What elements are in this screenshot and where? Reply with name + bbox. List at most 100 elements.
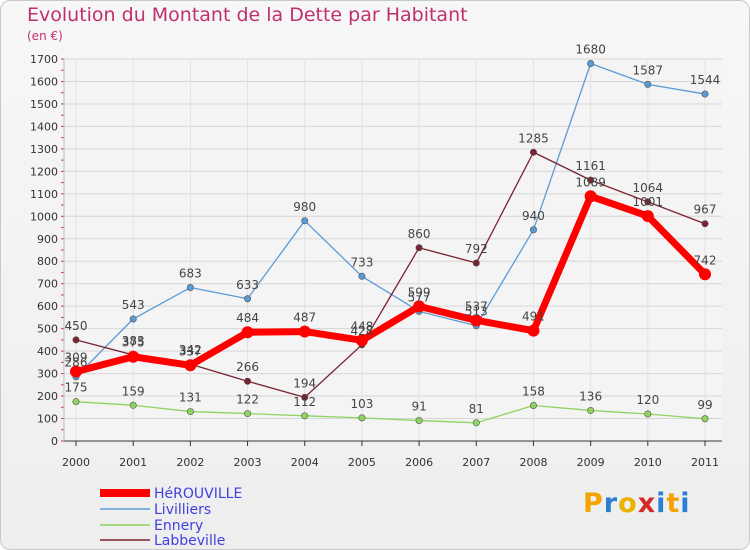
y-tick-label: 0 (51, 435, 58, 448)
data-point (241, 326, 254, 339)
data-label: 428 (350, 324, 373, 338)
data-label: 860 (408, 227, 431, 241)
plot-area (64, 59, 722, 441)
data-label: 537 (465, 299, 488, 313)
x-tick-label: 2001 (119, 456, 147, 469)
legend-label: Ennery (154, 518, 203, 534)
data-point (470, 314, 483, 327)
data-point (244, 410, 252, 418)
data-point (244, 295, 252, 303)
data-point (70, 365, 82, 378)
data-point (584, 190, 597, 203)
data-point (641, 210, 654, 223)
data-label: 967 (694, 203, 717, 217)
proxiti-logo: Proxiti (583, 488, 691, 519)
data-label: 543 (122, 298, 145, 312)
data-label: 194 (293, 376, 316, 390)
data-label: 1064 (633, 181, 664, 195)
data-label: 1587 (633, 63, 664, 77)
data-label: 577 (408, 290, 431, 304)
data-label: 136 (579, 389, 602, 403)
legend-label: Labbeville (154, 533, 225, 549)
y-tick-label: 1400 (30, 120, 58, 133)
x-tick-label: 2005 (348, 456, 376, 469)
data-label: 980 (293, 200, 316, 214)
data-label: 337 (179, 344, 202, 358)
data-label: 450 (65, 319, 88, 333)
y-tick-label: 1700 (30, 53, 58, 66)
data-label: 120 (636, 393, 659, 407)
data-point (413, 300, 426, 313)
data-label: 342 (179, 343, 202, 357)
data-label: 122 (236, 393, 259, 407)
logo-letter: o (618, 488, 638, 519)
y-tick-label: 300 (37, 368, 58, 381)
data-label: 1680 (575, 42, 606, 56)
series-line-ennery (75, 401, 706, 424)
data-point (701, 415, 709, 423)
data-point (298, 325, 311, 338)
y-tick-label: 800 (37, 255, 58, 268)
data-label: 792 (465, 242, 488, 256)
data-point (527, 324, 540, 337)
data-label: 599 (408, 285, 431, 299)
data-label: 448 (350, 319, 373, 333)
x-tick-label: 2011 (691, 456, 719, 469)
chart-unit: (en €) (27, 29, 63, 43)
data-point (415, 417, 423, 425)
data-label: 513 (465, 305, 488, 319)
chart-title: Evolution du Montant de la Dette par Hab… (27, 4, 468, 26)
logo-letter: i (680, 488, 691, 519)
data-label: 683 (179, 267, 202, 281)
data-label: 286 (65, 356, 88, 370)
data-point (472, 419, 480, 427)
data-point (415, 244, 423, 252)
y-tick-label: 100 (37, 413, 58, 426)
logo-letter: r (603, 488, 619, 519)
y-tick-label: 1300 (30, 143, 58, 156)
data-point (301, 393, 309, 401)
logo-letter: t (666, 488, 681, 519)
data-point (301, 217, 309, 225)
data-point (701, 220, 709, 228)
data-label: 383 (122, 334, 145, 348)
y-tick-label: 400 (37, 345, 58, 358)
y-tick-label: 600 (37, 300, 58, 313)
data-label: 159 (122, 384, 145, 398)
data-label: 940 (522, 209, 545, 223)
data-point (186, 284, 194, 292)
y-tick-label: 1100 (30, 188, 58, 201)
data-point (72, 336, 80, 344)
y-tick-label: 1600 (30, 75, 58, 88)
data-label: 375 (122, 336, 145, 350)
data-label: 1001 (633, 195, 664, 209)
series-line-livilliers (75, 62, 706, 378)
data-label: 131 (179, 391, 202, 405)
data-point (186, 408, 194, 416)
data-label: 81 (469, 402, 484, 416)
data-point (301, 412, 309, 420)
data-label: 91 (411, 400, 426, 414)
y-tick-label: 1200 (30, 165, 58, 178)
x-tick-label: 2009 (577, 456, 605, 469)
data-point (244, 377, 252, 385)
y-tick-label: 700 (37, 278, 58, 291)
data-point (129, 401, 137, 409)
x-tick-label: 2004 (291, 456, 319, 469)
data-label: 1089 (575, 175, 606, 189)
data-point (529, 226, 537, 234)
x-tick-label: 2008 (519, 456, 547, 469)
data-point (72, 398, 80, 406)
data-point (529, 401, 537, 409)
data-point (644, 80, 652, 88)
logo-letter: P (583, 488, 604, 519)
y-tick-label: 1000 (30, 210, 58, 223)
data-label: 733 (350, 255, 373, 269)
data-label: 1161 (575, 159, 606, 173)
data-label: 158 (522, 384, 545, 398)
data-point (644, 198, 652, 206)
data-point (587, 406, 595, 414)
x-tick-label: 2002 (176, 456, 204, 469)
data-point (358, 414, 366, 422)
